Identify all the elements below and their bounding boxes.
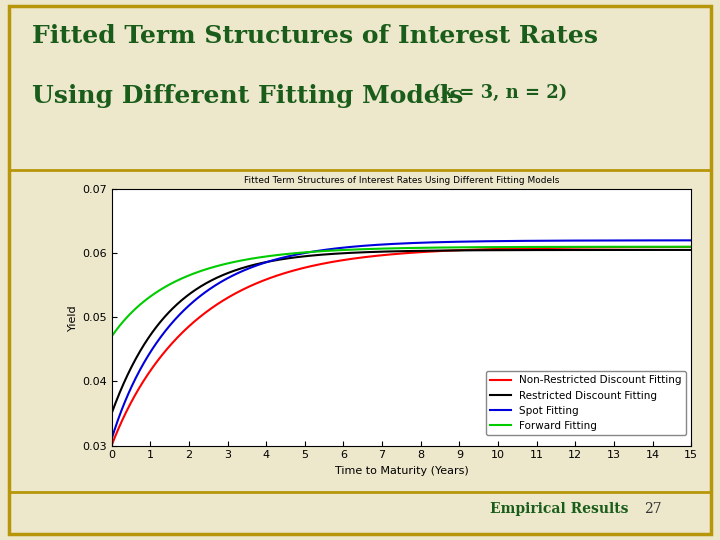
Line: Non-Restricted Discount Fitting: Non-Restricted Discount Fitting — [112, 247, 691, 446]
Text: (k = 3, n = 2): (k = 3, n = 2) — [432, 84, 567, 102]
Non-Restricted Discount Fitting — [570, 245, 578, 251]
Non-Restricted Discount Fitting — [342, 256, 351, 263]
Forward Fitting — [107, 333, 116, 340]
Restricted Discount Fitting — [505, 247, 514, 253]
Restricted Discount Fitting — [166, 307, 175, 314]
Text: 27: 27 — [644, 502, 662, 516]
Spot Fitting — [107, 436, 116, 442]
Spot Fitting — [570, 238, 578, 244]
Forward Fitting — [166, 281, 175, 287]
Forward Fitting — [687, 244, 696, 250]
Spot Fitting — [505, 238, 514, 244]
Line: Spot Fitting: Spot Fitting — [112, 240, 691, 439]
Non-Restricted Discount Fitting — [166, 341, 175, 348]
Spot Fitting — [687, 237, 696, 244]
Y-axis label: Yield: Yield — [68, 304, 78, 330]
Forward Fitting — [342, 247, 351, 253]
Spot Fitting — [559, 238, 568, 244]
Title: Fitted Term Structures of Interest Rates Using Different Fitting Models: Fitted Term Structures of Interest Rates… — [243, 177, 559, 185]
Text: Fitted Term Structures of Interest Rates: Fitted Term Structures of Interest Rates — [32, 24, 598, 48]
Non-Restricted Discount Fitting — [687, 244, 696, 250]
Spot Fitting — [363, 242, 372, 249]
Non-Restricted Discount Fitting — [559, 245, 568, 251]
Line: Forward Fitting: Forward Fitting — [112, 247, 691, 336]
Restricted Discount Fitting — [342, 250, 351, 256]
Non-Restricted Discount Fitting — [107, 442, 116, 449]
Restricted Discount Fitting — [107, 410, 116, 417]
Text: Using Different Fitting Models: Using Different Fitting Models — [32, 84, 464, 107]
Forward Fitting — [505, 244, 514, 250]
X-axis label: Time to Maturity (Years): Time to Maturity (Years) — [335, 466, 468, 476]
Forward Fitting — [559, 244, 568, 250]
Text: Empirical Results: Empirical Results — [490, 502, 628, 516]
Forward Fitting — [363, 246, 372, 252]
Non-Restricted Discount Fitting — [363, 254, 372, 260]
Forward Fitting — [570, 244, 578, 250]
Spot Fitting — [342, 244, 351, 251]
Restricted Discount Fitting — [559, 247, 568, 253]
Restricted Discount Fitting — [570, 247, 578, 253]
Line: Restricted Discount Fitting: Restricted Discount Fitting — [112, 250, 691, 414]
Restricted Discount Fitting — [363, 249, 372, 255]
Legend: Non-Restricted Discount Fitting, Restricted Discount Fitting, Spot Fitting, Forw: Non-Restricted Discount Fitting, Restric… — [486, 371, 686, 435]
Restricted Discount Fitting — [687, 247, 696, 253]
Spot Fitting — [166, 321, 175, 328]
Non-Restricted Discount Fitting — [505, 245, 514, 252]
